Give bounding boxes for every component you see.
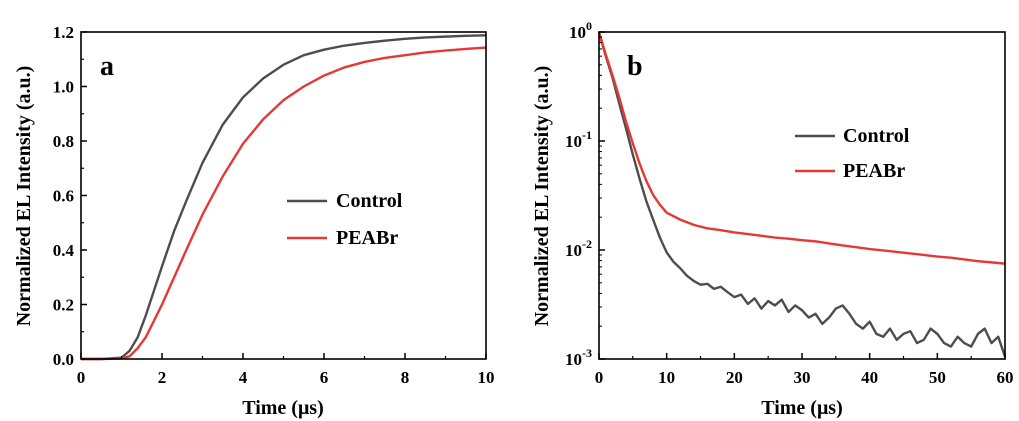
panel-a-y-tick-label: 0.0 — [53, 350, 74, 369]
panel-a-series-control — [81, 34, 487, 361]
panel-a-plot-frame — [80, 31, 487, 360]
panel-a-x-tick-label: 6 — [320, 368, 329, 387]
panel-a-x-tick-label: 8 — [401, 368, 410, 387]
panel-b-x-tick-label: 40 — [861, 368, 878, 387]
panel-b-x-tick-label: 10 — [658, 368, 675, 387]
panel-a-y-axis-title: Normalized EL Intensity (a.u.) — [13, 66, 35, 327]
panel-b-legend-label-control: Control — [843, 125, 910, 147]
panel-a-x-tick-label: 2 — [158, 368, 167, 387]
panel-a-x-tick-label: 4 — [239, 368, 248, 387]
panel-b-series-peabr — [597, 31, 1006, 265]
panel-a-legend: Control PEABr — [287, 190, 403, 249]
panel-a-y-tick-label: 0.8 — [53, 132, 74, 151]
panel-a-y-tick-label: 0.6 — [53, 187, 74, 206]
panel-b-x-ticks: 0 10 20 30 40 50 60 — [595, 353, 1014, 387]
panel-a-y-tick-label: 1.2 — [53, 23, 74, 42]
panel-b-x-tick-label: 20 — [726, 368, 743, 387]
panel-a-series-peabr — [81, 46, 487, 361]
panel-b-y-tick-label: 100 — [569, 19, 592, 42]
panel-b-x-axis-title: Time (μs) — [761, 397, 843, 419]
panel-b-legend: Control PEABr — [795, 125, 910, 182]
panel-b-y-axis-title: Normalized EL Intensity (a.u.) — [531, 66, 553, 327]
panel-b-x-tick-label: 0 — [595, 368, 604, 387]
panel-b-x-tick-label: 30 — [794, 368, 811, 387]
panel-a-y-tick-label: 1.0 — [53, 78, 74, 97]
panel-a-x-ticks: 0 2 4 6 8 10 — [77, 353, 495, 387]
panel-a-x-tick-label: 10 — [478, 368, 495, 387]
panel-b-y-tick-label: 10-3 — [565, 346, 592, 369]
panel-b-y-tick-label: 10-2 — [565, 237, 592, 260]
panel-a-y-tick-label: 0.2 — [53, 296, 74, 315]
panel-b-label: b — [627, 51, 643, 82]
panel-b-series-layer — [597, 31, 1007, 358]
panel-b-chart: 0 10 20 30 40 50 60 100 10-1 10-2 10-3 b Time (μs… — [531, 19, 1014, 419]
panel-a-x-axis-title: Time (μs) — [242, 397, 324, 419]
panel-a-y-tick-label: 0.4 — [53, 241, 75, 260]
panel-a-y-ticks: 0.0 0.2 0.4 0.6 0.8 1.0 1.2 — [53, 23, 87, 369]
panel-a-series-layer — [81, 34, 487, 361]
panel-b-series-control — [597, 31, 1007, 358]
panel-b-legend-label-peabr: PEABr — [843, 160, 905, 182]
panel-a-x-tick-label: 0 — [77, 368, 86, 387]
panel-b-y-ticks: 100 10-1 10-2 10-3 — [565, 19, 605, 369]
panel-a-legend-label-peabr: PEABr — [336, 227, 398, 249]
panel-b-x-tick-label: 60 — [997, 368, 1014, 387]
panel-a-chart: 0 2 4 6 8 10 0.0 0.2 0.4 0.6 0.8 1.0 1.2 a Time (μs… — [13, 23, 495, 419]
panel-b-x-tick-label: 50 — [929, 368, 946, 387]
panel-a-legend-label-control: Control — [336, 190, 403, 212]
panel-b-y-tick-label: 10-1 — [565, 128, 592, 151]
panel-a-label: a — [100, 51, 114, 82]
